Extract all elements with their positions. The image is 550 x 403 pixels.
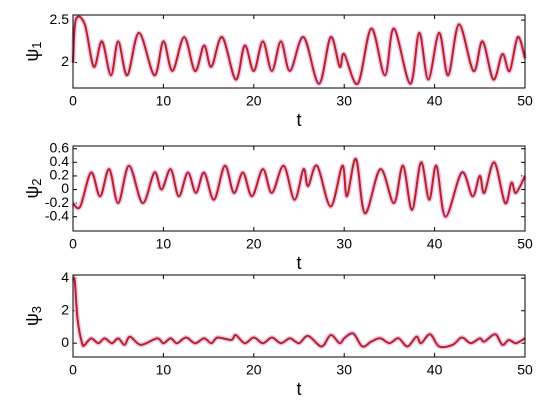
x-tick-label: 30 (336, 236, 352, 252)
y-tick-label: 2.5 (50, 11, 70, 27)
x-axis-label: t (296, 379, 301, 399)
x-tick-label: 30 (336, 362, 352, 378)
subplot: 0 10 20 30 40 50 2 2.5 t ψ1 (22, 11, 533, 130)
y-axis-subscript: 2 (29, 178, 44, 185)
axes-frame (72, 145, 526, 232)
y-tick-label: 0.4 (50, 153, 70, 169)
x-axis-label: t (296, 253, 301, 273)
y-tick-label: 2 (61, 53, 69, 69)
x-tick-label: 50 (517, 236, 533, 252)
x-tick-label: 20 (246, 93, 262, 109)
axes-frame (72, 14, 526, 89)
y-tick-label: 2 (61, 301, 69, 317)
line (72, 157, 526, 218)
line (72, 15, 526, 85)
x-tick-label: 50 (517, 362, 533, 378)
y-tick-label: 0 (61, 180, 69, 196)
x-tick-label: 30 (336, 93, 352, 109)
y-axis-label: ψ3 (22, 306, 45, 326)
x-tick-label: 10 (156, 236, 172, 252)
x-tick-label: 0 (69, 236, 77, 252)
x-tick-label: 0 (69, 93, 77, 109)
y-tick-label: 4 (61, 269, 69, 285)
y-tick-label: -0.2 (45, 194, 69, 210)
x-tick-label: 40 (427, 93, 443, 109)
x-tick-label: 0 (69, 362, 77, 378)
y-axis-symbol: ψ (22, 186, 42, 199)
line (72, 276, 526, 349)
y-axis-label: ψ2 (22, 178, 45, 198)
x-tick-label: 10 (156, 362, 172, 378)
x-tick-label: 50 (517, 93, 533, 109)
x-tick-label: 20 (246, 236, 262, 252)
x-tick-label: 20 (246, 362, 262, 378)
y-tick-label: 0 (61, 334, 69, 350)
y-tick-label: -0.4 (45, 207, 69, 223)
y-tick-label: 0.2 (50, 167, 70, 183)
x-tick-label: 10 (156, 93, 172, 109)
y-axis-subscript: 3 (29, 306, 44, 313)
x-tick-label: 40 (427, 236, 443, 252)
subplot: 0 10 20 30 40 50 0 2 4 t ψ3 (22, 269, 533, 399)
axes-frame (72, 274, 526, 358)
y-axis-label: ψ1 (22, 41, 45, 61)
y-axis-symbol: ψ (22, 313, 42, 326)
y-tick-label: 0.6 (50, 139, 70, 155)
y-axis-symbol: ψ (22, 49, 42, 62)
x-axis-label: t (296, 110, 301, 130)
y-axis-subscript: 1 (29, 41, 44, 48)
x-tick-label: 40 (427, 362, 443, 378)
line-halo (70, 275, 527, 350)
